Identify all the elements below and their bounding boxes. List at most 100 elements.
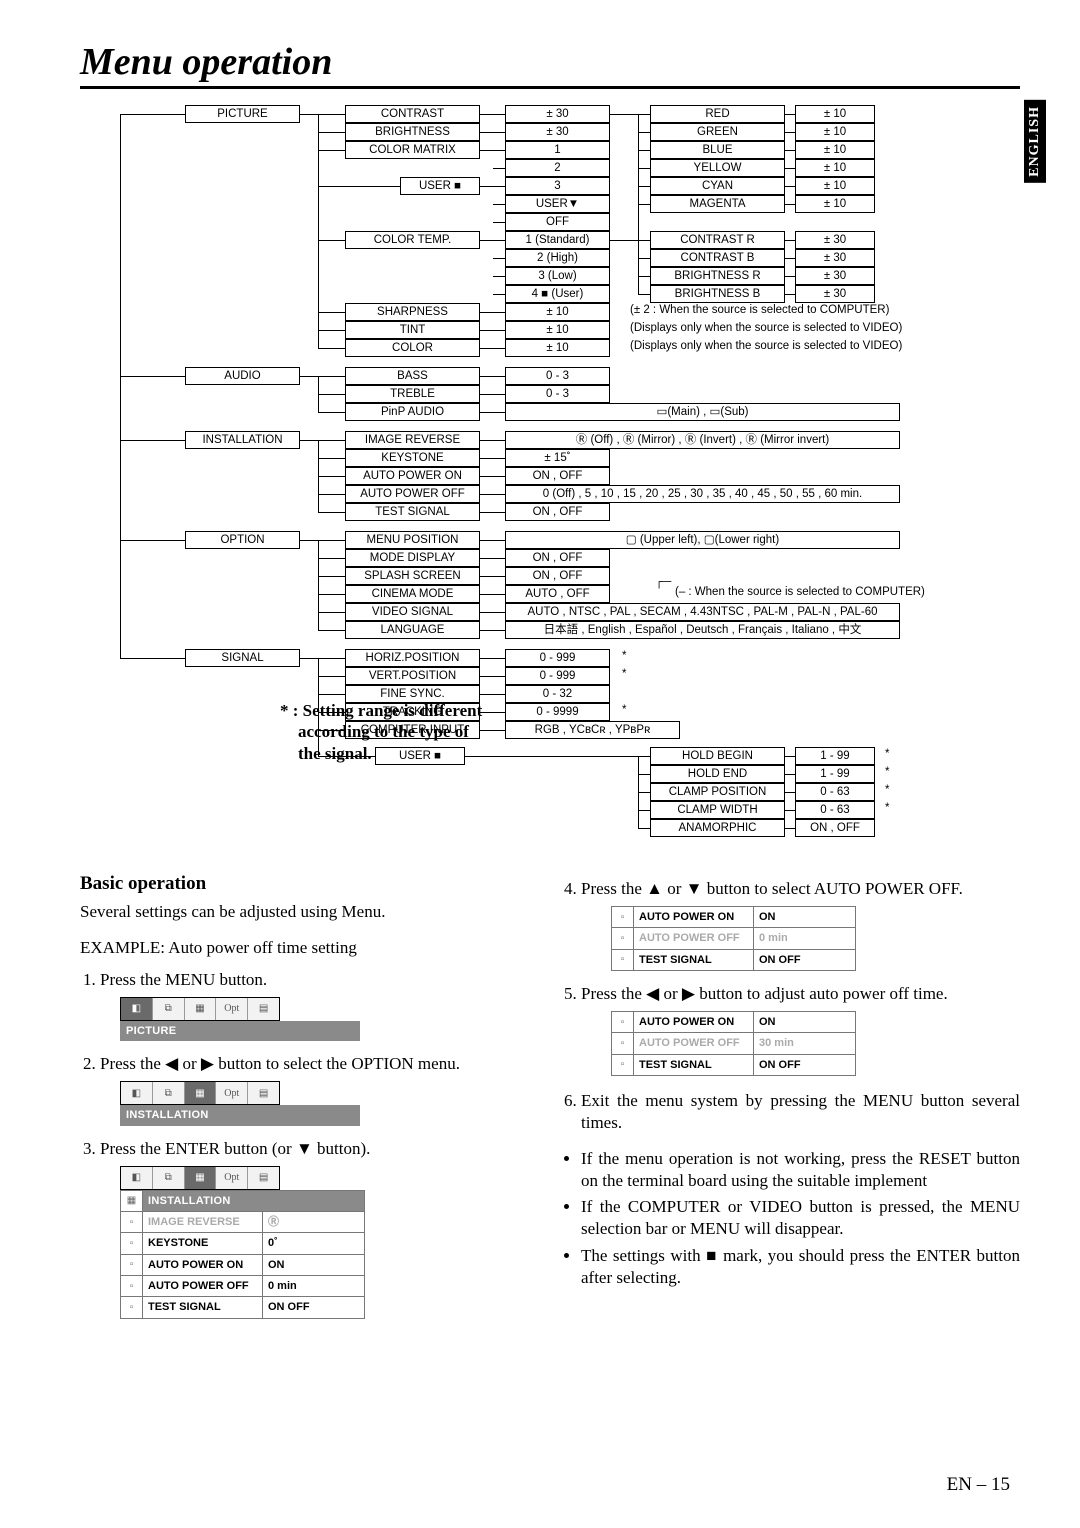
tree-subvalue: ON , OFF — [795, 819, 875, 837]
tree-connector — [120, 540, 185, 541]
tree-connector — [300, 658, 318, 659]
tree-subitem: RED — [650, 105, 785, 123]
step-6: Exit the menu system by pressing the MEN… — [581, 1090, 1020, 1134]
asterisk: * — [885, 766, 889, 778]
tree-connector — [638, 132, 650, 133]
tree-connector — [120, 114, 121, 658]
row-value: ON OFF — [263, 1297, 365, 1318]
tree-item: HORIZ.POSITION — [345, 649, 480, 667]
menu-icon: ⧉ — [153, 1082, 185, 1104]
row-label: AUTO POWER ON — [634, 907, 754, 928]
step-5: Press the ◀ or ▶ button to adjust auto p… — [581, 983, 1020, 1076]
tree-connector — [300, 440, 318, 441]
step-5-text: Press the ◀ or ▶ button to adjust auto p… — [581, 984, 948, 1003]
tree-connector — [785, 168, 795, 169]
tree-subitem: HOLD BEGIN — [650, 747, 785, 765]
tree-item: TREBLE — [345, 385, 480, 403]
tree-connector — [480, 630, 505, 631]
tree-connector — [638, 168, 650, 169]
tree-connector — [638, 240, 650, 241]
settings-table-5: ▫ AUTO POWER ON ON ▫ AUTO POWER OFF 30 m… — [611, 1011, 856, 1076]
tree-connector — [318, 412, 345, 413]
tree-connector — [493, 222, 505, 223]
menu-caption-1: PICTURE — [120, 1021, 360, 1041]
row-icon: ▫ — [612, 907, 634, 928]
step-1: Press the MENU button. ◧ ⧉ ▦ Opt ▤ PICTU… — [100, 969, 539, 1041]
tree-value: 3 (Low) — [505, 267, 610, 285]
tree-connector — [480, 712, 505, 713]
footnote-line3: the signal. — [298, 744, 372, 763]
tree-value: 0 - 9999 — [505, 703, 610, 721]
row-label: KEYSTONE — [143, 1233, 263, 1254]
title-rule — [80, 86, 1020, 89]
row-icon: ▫ — [612, 1012, 634, 1033]
tree-section: AUDIO — [185, 367, 300, 385]
tree-connector — [785, 114, 795, 115]
page-title: Menu operation — [80, 40, 1020, 84]
tree-item: PinP AUDIO — [345, 403, 480, 421]
tree-connector — [480, 494, 505, 495]
row-icon: ▫ — [121, 1233, 143, 1254]
page-number: EN – 15 — [947, 1474, 1010, 1496]
tree-item: USER ■ — [400, 177, 480, 195]
row-icon: ▫ — [612, 1033, 634, 1054]
tree-subitem: GREEN — [650, 123, 785, 141]
menu-strip-3: ◧ ⧉ ▦ Opt ▤ — [120, 1166, 280, 1190]
asterisk: * — [885, 748, 889, 760]
table-row: ▫ AUTO POWER OFF 30 min — [612, 1033, 856, 1054]
menu-icon: Opt — [216, 1167, 248, 1189]
tree-note: (± 2 : When the source is selected to CO… — [630, 304, 889, 316]
tree-connector — [493, 168, 505, 169]
tree-connector — [638, 756, 639, 828]
tree-connector — [318, 694, 345, 695]
row-label: AUTO POWER ON — [634, 1012, 754, 1033]
table-header: INSTALLATION — [143, 1190, 365, 1211]
tree-connector — [610, 114, 638, 115]
tree-connector — [493, 294, 505, 295]
footnote-line2: according to the type of — [298, 722, 469, 741]
tree-connector — [318, 376, 319, 412]
tree-connector — [318, 330, 345, 331]
row-label: AUTO POWER OFF — [634, 1033, 754, 1054]
asterisk: * — [622, 650, 626, 662]
tree-connector — [638, 792, 650, 793]
tree-note: (Displays only when the source is select… — [630, 340, 902, 352]
tree-item: BRIGHTNESS — [345, 123, 480, 141]
tree-connector — [785, 204, 795, 205]
tree-connector — [785, 150, 795, 151]
tree-value: 日本語 , English , Español , Deutsch , Fran… — [505, 621, 900, 639]
tree-item: COLOR TEMP. — [345, 231, 480, 249]
row-value: 0 min — [263, 1275, 365, 1296]
tree-connector — [480, 458, 505, 459]
menu-strip-1: ◧ ⧉ ▦ Opt ▤ — [120, 997, 280, 1021]
tree-item: VIDEO SIGNAL — [345, 603, 480, 621]
table-row: ▫ TEST SIGNAL ON OFF — [612, 949, 856, 970]
tree-connector — [318, 132, 345, 133]
menu-tree-diagram: PICTURECONTRAST± 30RED± 10BRIGHTNESS± 30… — [90, 105, 1010, 857]
step-6-text: Exit the menu system by pressing the MEN… — [581, 1091, 1020, 1132]
row-icon: ▫ — [612, 949, 634, 970]
menu-icon: ▤ — [248, 1167, 279, 1189]
tree-note: (Displays only when the source is select… — [630, 322, 902, 334]
tree-value: 0 (Off) , 5 , 10 , 15 , 20 , 25 , 30 , 3… — [505, 485, 900, 503]
tree-connector — [638, 756, 650, 757]
tree-section: PICTURE — [185, 105, 300, 123]
tree-connector — [480, 312, 505, 313]
tree-connector — [318, 186, 400, 187]
tree-connector — [318, 394, 345, 395]
menu-icon: ⧉ — [153, 998, 185, 1020]
tree-connector — [318, 114, 319, 348]
tree-connector — [480, 132, 505, 133]
tree-connector — [318, 114, 345, 115]
tree-footnote: * : Setting range is different according… — [280, 700, 482, 764]
menu-strip-2: ◧ ⧉ ▦ Opt ▤ — [120, 1081, 280, 1105]
tree-connector — [480, 576, 505, 577]
tree-connector — [785, 240, 795, 241]
tree-connector — [480, 186, 505, 187]
tree-connector — [480, 658, 505, 659]
tree-value: ± 30 — [505, 105, 610, 123]
settings-table-4: ▫ AUTO POWER ON ON ▫ AUTO POWER OFF 0 mi… — [611, 906, 856, 971]
tree-connector — [318, 676, 345, 677]
tree-value: 0 - 32 — [505, 685, 610, 703]
tree-connector — [785, 258, 795, 259]
